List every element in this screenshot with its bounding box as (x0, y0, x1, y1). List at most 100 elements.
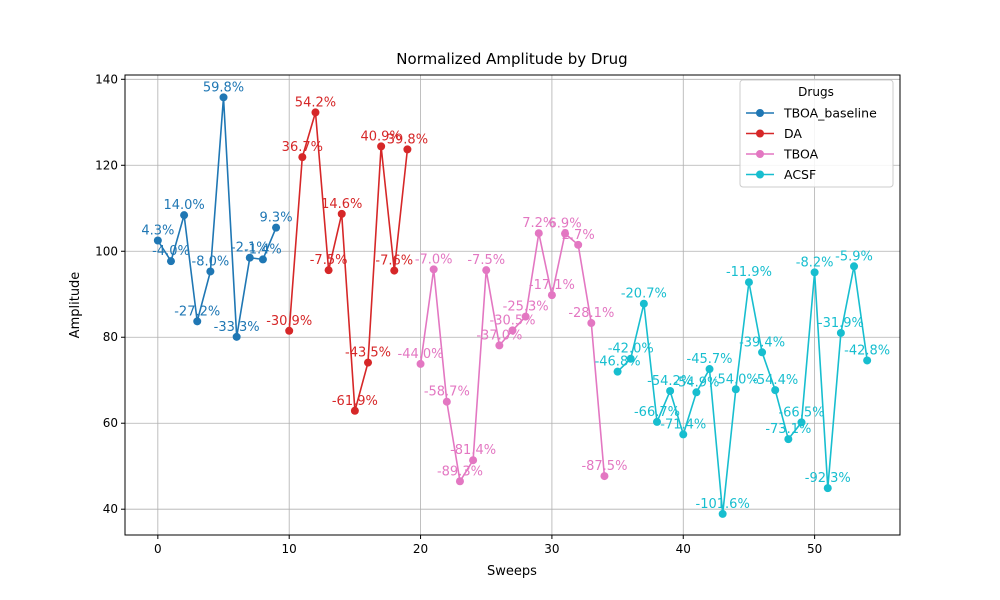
data-point-tboa (561, 229, 570, 238)
data-point-tboa-baseline (258, 255, 267, 264)
x-tick-label: 20 (413, 542, 428, 556)
data-label-tboa: -58.7% (424, 385, 470, 400)
data-point-da (298, 153, 307, 162)
data-label-tboa: 7.2% (522, 216, 555, 231)
chart-title: Normalized Amplitude by Drug (396, 50, 627, 68)
data-point-tboa-baseline (166, 257, 175, 266)
data-label-acsf: -31.9% (818, 316, 864, 331)
data-point-tboa (534, 229, 543, 238)
series-layer (153, 93, 872, 518)
data-label-da: -61.9% (332, 394, 378, 409)
data-point-acsf (613, 367, 622, 376)
data-label-acsf: -5.9% (835, 249, 873, 264)
axes: 0 10 20 30 40 50 40 60 80 100 120 140 (95, 72, 822, 556)
data-point-tboa (455, 477, 464, 486)
data-label-acsf: -8.2% (796, 255, 834, 270)
data-label-tboa: -7.0% (415, 252, 453, 267)
data-point-tboa (574, 240, 583, 249)
data-point-acsf (797, 418, 806, 427)
legend-marker-tboa (756, 150, 764, 158)
data-point-da (350, 406, 359, 415)
data-label-da: 14.6% (321, 197, 362, 212)
data-label-tboa-baseline: -4.0% (152, 244, 190, 259)
data-point-acsf (758, 348, 767, 357)
data-label-acsf: -66.5% (778, 405, 824, 420)
data-point-acsf (679, 430, 688, 439)
data-point-tboa-baseline (245, 253, 254, 262)
legend-box (739, 79, 894, 188)
data-label-tboa: -30.5% (490, 313, 536, 328)
data-point-da (377, 142, 386, 151)
data-point-tboa-baseline (232, 332, 241, 341)
x-tick-label: 30 (544, 542, 559, 556)
data-point-da (311, 108, 320, 117)
data-point-acsf (705, 365, 714, 374)
data-label-tboa-baseline: -1.4% (244, 242, 282, 257)
data-label-acsf: -39.4% (739, 335, 785, 350)
data-label-tboa-baseline: -27.2% (174, 304, 220, 319)
data-label-tboa-baseline: 59.8% (203, 80, 244, 95)
x-tick-label: 50 (807, 542, 822, 556)
data-point-acsf (731, 385, 740, 394)
y-tick-label: 80 (103, 330, 118, 344)
y-tick-label: 40 (103, 502, 118, 516)
data-label-tboa-baseline: -2.1% (231, 241, 269, 256)
data-point-acsf (823, 484, 832, 493)
data-point-tboa (469, 456, 478, 465)
data-point-da (390, 266, 399, 275)
data-point-tboa (495, 341, 504, 350)
data-label-acsf: -46.8% (595, 355, 641, 370)
data-point-tboa (416, 359, 425, 368)
data-point-tboa (600, 472, 609, 481)
data-label-tboa-baseline: -33.3% (214, 320, 260, 335)
legend-marker-acsf (756, 170, 764, 179)
data-point-acsf (850, 262, 859, 271)
data-label-acsf: -20.7% (621, 287, 667, 302)
data-point-tboa-baseline (206, 267, 215, 276)
data-label-da: 39.8% (387, 132, 428, 147)
data-point-acsf (652, 417, 661, 426)
y-tick-label: 100 (95, 244, 118, 258)
legend-marker-tboa-baseline (756, 109, 764, 117)
data-label-tboa: -37.0% (476, 328, 522, 343)
data-label-tboa-baseline: 4.3% (141, 224, 174, 239)
data-label-acsf: -54.9% (673, 375, 719, 390)
data-point-tboa (521, 312, 530, 321)
plot-frame (124, 74, 901, 536)
legend-label-acsf: ACSF (784, 167, 816, 182)
data-label-tboa: 2.7% (562, 228, 595, 243)
legend-marker-da (756, 129, 764, 138)
legend-title: Drugs (798, 85, 834, 99)
data-label-da: -30.9% (266, 314, 312, 329)
data-point-acsf (836, 328, 845, 337)
data-label-acsf: -66.7% (634, 405, 680, 420)
data-label-acsf: -73.1% (765, 422, 811, 437)
data-label-tboa: 6.9% (549, 217, 582, 232)
legend-label-tboa: TBOA (783, 147, 819, 162)
data-point-acsf (771, 386, 780, 395)
data-point-acsf (744, 278, 753, 287)
data-point-tboa-baseline (219, 93, 228, 102)
data-point-acsf (692, 388, 701, 397)
data-label-tboa: -87.5% (581, 459, 627, 474)
x-tick-label: 10 (282, 542, 297, 556)
data-label-acsf: -71.4% (660, 417, 706, 432)
data-point-acsf (666, 386, 675, 395)
data-point-tboa (442, 397, 451, 406)
data-label-acsf: -101.6% (696, 497, 750, 512)
data-label-acsf: -45.7% (687, 352, 733, 367)
data-point-tboa (547, 291, 556, 300)
data-label-tboa: -89.3% (437, 464, 483, 479)
data-point-tboa-baseline (180, 211, 189, 220)
y-axis-label: Amplitude (68, 272, 83, 339)
data-label-tboa: -7.5% (467, 253, 505, 268)
x-axis-label: Sweeps (487, 564, 537, 579)
data-label-tboa: -81.4% (450, 443, 496, 458)
data-point-da (337, 209, 346, 218)
data-label-tboa-baseline: 14.0% (163, 198, 204, 213)
data-label-da: 40.9% (360, 129, 401, 144)
data-label-da: 36.7% (282, 140, 323, 155)
data-label-tboa-baseline: 9.3% (260, 211, 293, 226)
data-label-acsf: -11.9% (726, 265, 772, 280)
data-label-acsf: -42.0% (608, 342, 654, 357)
